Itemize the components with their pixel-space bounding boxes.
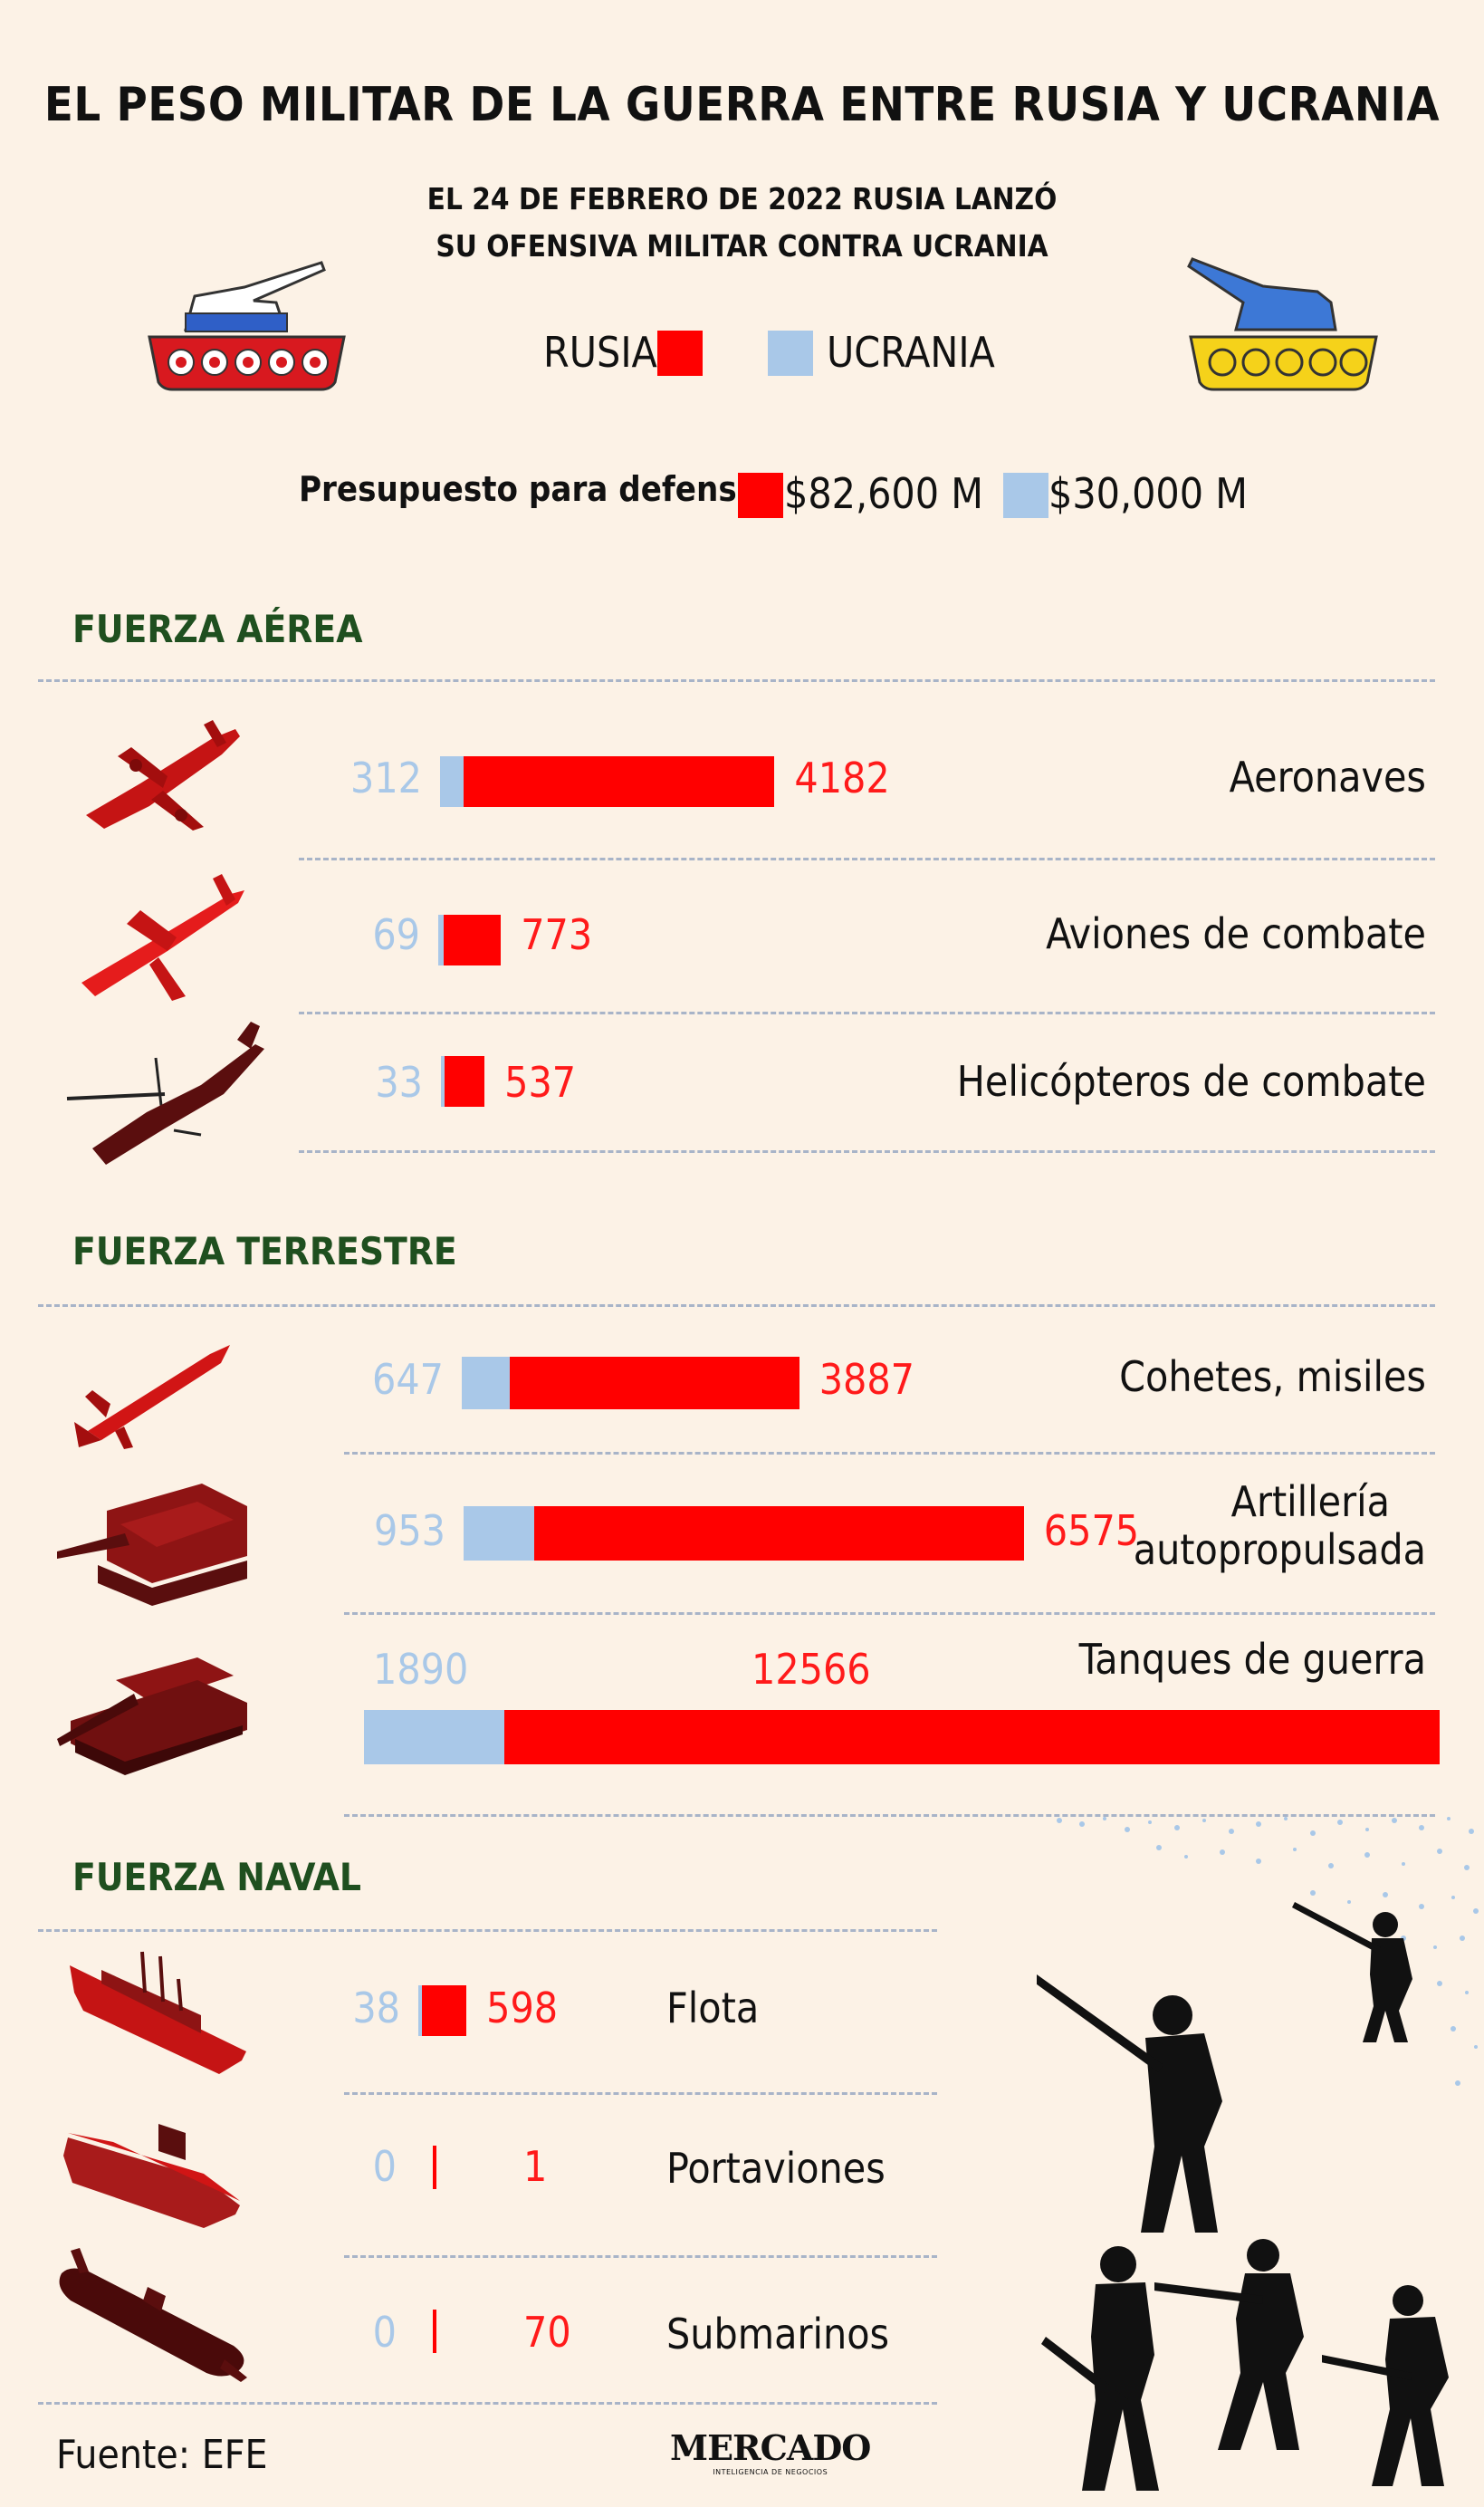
value-ukraine: 33 — [375, 1058, 423, 1107]
soldier-icon — [1041, 2246, 1159, 2491]
divider — [38, 1929, 937, 1932]
divider — [299, 858, 1435, 860]
value-russia: 537 — [504, 1058, 577, 1107]
category-label: Helicópteros de combate — [956, 1057, 1426, 1106]
value-ukraine: 647 — [372, 1355, 444, 1404]
bar-russia-tick — [433, 2146, 436, 2189]
bar-ukraine — [441, 1056, 445, 1107]
section-naval-title: FUERZA NAVAL — [72, 1855, 361, 1899]
missile-icon — [74, 1345, 230, 1449]
soldier-icon — [1037, 1974, 1222, 2233]
category-label: Aviones de combate — [1046, 909, 1426, 958]
submarine-icon — [59, 2248, 247, 2382]
divider — [344, 1814, 1435, 1817]
value-russia: 773 — [521, 910, 593, 959]
divider — [38, 679, 1435, 682]
page-title: EL PESO MILITAR DE LA GUERRA ENTRE RUSIA… — [43, 78, 1441, 132]
subtitle-line-2: SU OFENSIVA MILITAR CONTRA UCRANIA — [436, 228, 1048, 264]
bar-ukraine — [438, 915, 444, 965]
legend-ukraine-swatch — [768, 331, 813, 376]
divider — [38, 2402, 937, 2405]
value-russia: 6575 — [1043, 1506, 1140, 1555]
divider — [299, 1150, 1435, 1153]
value-ukraine: 953 — [374, 1506, 445, 1555]
bar-russia — [463, 756, 775, 807]
battle-tank-icon — [57, 1657, 247, 1775]
value-ukraine: 38 — [352, 1984, 400, 2032]
budget-ukraine-value: $30,000 M — [1048, 469, 1248, 518]
mercado-logo: MERCADO INTELIGENCIA DE NEGOCIOS — [670, 2427, 871, 2476]
category-label: Portaviones — [666, 2144, 886, 2193]
category-label: Submarinos — [666, 2310, 890, 2358]
value-russia: 12566 — [752, 1645, 871, 1694]
cargo-plane-icon — [86, 720, 240, 831]
bar-ukraine — [464, 1506, 535, 1561]
budget-russia-value: $82,600 M — [784, 469, 983, 518]
bar-russia — [504, 1710, 1441, 1764]
helicopter-icon — [66, 1022, 264, 1165]
legend-ukraine-label: UCRANIA — [827, 328, 995, 377]
divider — [38, 1304, 1435, 1307]
value-russia: 1 — [523, 2142, 548, 2191]
soldier-icon — [1154, 2239, 1304, 2450]
budget-russia-swatch — [738, 473, 783, 518]
divider — [299, 1012, 1435, 1014]
fighter-jet-icon — [81, 874, 244, 1001]
soldier-icon — [1292, 1902, 1412, 2042]
value-ukraine: 312 — [350, 754, 422, 802]
bar-ukraine — [364, 1710, 505, 1764]
logo-name: MERCADO — [670, 2427, 871, 2468]
bar-russia — [443, 915, 502, 965]
value-russia: 3887 — [819, 1355, 914, 1404]
value-ukraine: 0 — [372, 2308, 397, 2357]
section-air-title: FUERZA AÉREA — [72, 607, 363, 651]
bar-ukraine — [418, 1985, 422, 2036]
legend-russia-swatch — [657, 331, 703, 376]
value-ukraine: 69 — [372, 910, 420, 959]
value-russia: 70 — [523, 2308, 571, 2357]
source-note: Fuente: EFE — [56, 2432, 268, 2478]
section-land-title: FUERZA TERRESTRE — [72, 1229, 457, 1273]
category-label: Tanques de guerra — [1078, 1635, 1426, 1684]
bar-russia — [510, 1357, 799, 1409]
bar-ukraine — [462, 1357, 511, 1409]
soldier-icon — [1322, 2285, 1449, 2486]
value-ukraine: 0 — [372, 2142, 397, 2191]
category-label-line-1: Artillería — [1230, 1477, 1390, 1526]
value-ukraine: 1890 — [373, 1645, 469, 1694]
warship-icon — [70, 1951, 246, 2074]
category-label-line-2: autopropulsada — [1133, 1524, 1426, 1574]
bar-russia — [534, 1506, 1024, 1561]
subtitle-line-1: EL 24 DE FEBRERO DE 2022 RUSIA LANZÓ — [426, 181, 1058, 216]
tank-ukraine-icon — [1187, 257, 1378, 391]
category-label: Aeronaves — [1229, 753, 1426, 802]
category-label: Artillería autopropulsada — [1134, 1478, 1426, 1574]
bar-ukraine — [440, 756, 464, 807]
category-label: Flota — [666, 1984, 760, 2032]
divider — [344, 2092, 937, 2095]
legend-russia-label: RUSIA — [543, 328, 657, 377]
divider — [344, 2255, 937, 2258]
aircraft-carrier-icon — [63, 2124, 240, 2228]
tank-russia-icon — [148, 261, 346, 391]
bar-russia-tick — [433, 2310, 436, 2353]
bar-russia — [422, 1985, 467, 2036]
category-label: Cohetes, misiles — [1119, 1352, 1426, 1401]
divider — [344, 1612, 1435, 1615]
value-russia: 598 — [486, 1984, 559, 2032]
budget-label: Presupuesto para defensa — [299, 469, 758, 509]
value-russia: 4182 — [794, 754, 890, 802]
budget-ukraine-swatch — [1003, 473, 1048, 518]
self-propelled-artillery-icon — [57, 1484, 247, 1606]
bar-russia — [445, 1056, 485, 1107]
divider — [344, 1452, 1435, 1455]
logo-tagline: INTELIGENCIA DE NEGOCIOS — [713, 2468, 828, 2476]
